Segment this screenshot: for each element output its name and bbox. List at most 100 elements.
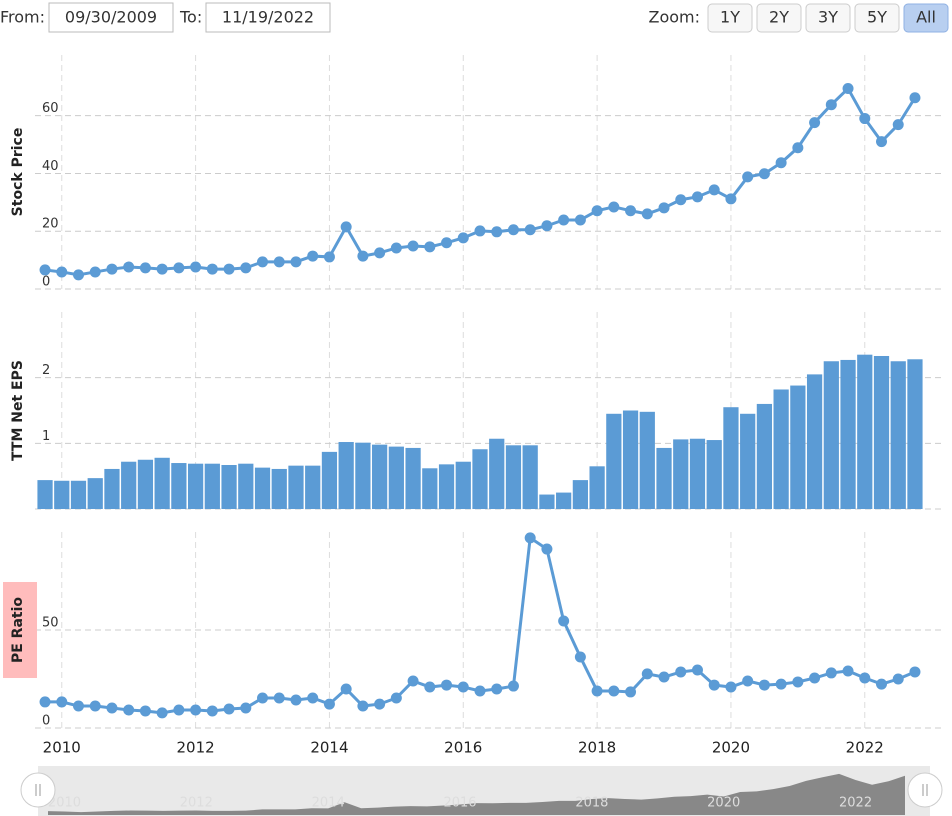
bar [104, 468, 120, 509]
point [491, 683, 503, 695]
point [424, 241, 436, 253]
bar [606, 413, 622, 509]
bar [455, 461, 471, 509]
bar [388, 446, 404, 509]
bar [422, 468, 438, 509]
bar [171, 463, 187, 509]
point [725, 681, 737, 693]
point [909, 92, 921, 104]
zoom-button[interactable] [805, 3, 851, 33]
point [625, 205, 637, 217]
point [39, 696, 51, 708]
y-label-bg [3, 582, 37, 678]
y-axis-title: TTM Net EPS [10, 360, 26, 461]
point [742, 675, 754, 687]
point [441, 237, 453, 249]
point [190, 704, 202, 716]
zoom-button-label[interactable]: 1Y [720, 8, 740, 27]
navigator-label: 2016 [443, 796, 476, 811]
zoom-button[interactable] [707, 3, 753, 33]
point [574, 214, 586, 226]
point [474, 685, 486, 697]
bar [238, 463, 254, 509]
bar [706, 440, 722, 509]
point [106, 702, 118, 714]
x-tick-label: 2020 [712, 739, 750, 757]
bar [305, 465, 321, 509]
zoom-button[interactable] [903, 3, 949, 33]
point [608, 685, 620, 697]
point [457, 232, 469, 244]
point [307, 250, 319, 262]
point [357, 700, 369, 712]
from-input[interactable] [48, 2, 174, 33]
bar [405, 447, 421, 509]
bar [438, 464, 455, 509]
to-value[interactable]: 11/19/2022 [222, 8, 314, 27]
y-tick-label: 1 [42, 429, 50, 444]
x-tick-label: 2014 [310, 739, 348, 757]
bar [756, 403, 773, 509]
bar [806, 374, 823, 509]
y-tick-label: 0 [42, 714, 50, 729]
bar [622, 410, 639, 509]
y-tick-label: 50 [42, 616, 59, 631]
bar [489, 438, 505, 509]
point [340, 683, 352, 695]
point [792, 676, 804, 688]
to-label: To: [179, 8, 202, 27]
zoom-button-label[interactable]: All [916, 8, 936, 27]
point [357, 250, 369, 262]
navigator-handle[interactable] [907, 772, 943, 808]
point [825, 667, 837, 679]
x-tick-label: 2018 [578, 739, 616, 757]
point [123, 704, 135, 716]
point [72, 269, 84, 281]
x-tick-label: 2010 [43, 739, 81, 757]
zoom-button-label[interactable]: 3Y [818, 8, 838, 27]
bar [857, 354, 873, 509]
y-axis-title: PE Ratio [10, 597, 26, 663]
point [190, 261, 202, 273]
zoom-button[interactable] [854, 3, 900, 33]
line [44, 86, 917, 277]
point [424, 681, 436, 693]
zoom-button-label[interactable]: 5Y [867, 8, 887, 27]
point [206, 263, 218, 275]
zoom-button-label[interactable]: 2Y [769, 8, 789, 27]
point [708, 184, 720, 196]
point [691, 664, 703, 676]
navigator-handle[interactable] [20, 772, 56, 808]
point [474, 225, 486, 237]
point [457, 681, 469, 693]
point [139, 705, 151, 717]
point [56, 696, 68, 708]
point [106, 263, 118, 275]
point [374, 698, 386, 710]
point [574, 651, 586, 663]
zoom-button[interactable] [756, 3, 802, 33]
point [524, 224, 536, 236]
point [625, 686, 637, 698]
bar [522, 445, 538, 509]
point [842, 83, 854, 95]
bar [338, 442, 354, 509]
y-tick-label: 40 [42, 159, 59, 174]
bar [673, 439, 689, 509]
bar [873, 355, 890, 509]
from-value[interactable]: 09/30/2009 [65, 8, 157, 27]
point [691, 191, 703, 203]
y-tick-label: 0 [42, 275, 50, 290]
bar [472, 449, 488, 509]
bar [271, 468, 287, 509]
from-label: From: [0, 8, 45, 27]
point [123, 261, 135, 273]
bar [154, 457, 170, 509]
point [507, 224, 519, 236]
point [608, 201, 620, 213]
point [89, 700, 101, 712]
to-input[interactable] [205, 2, 331, 33]
point [507, 680, 519, 692]
bar [740, 413, 756, 509]
bar [656, 447, 672, 509]
